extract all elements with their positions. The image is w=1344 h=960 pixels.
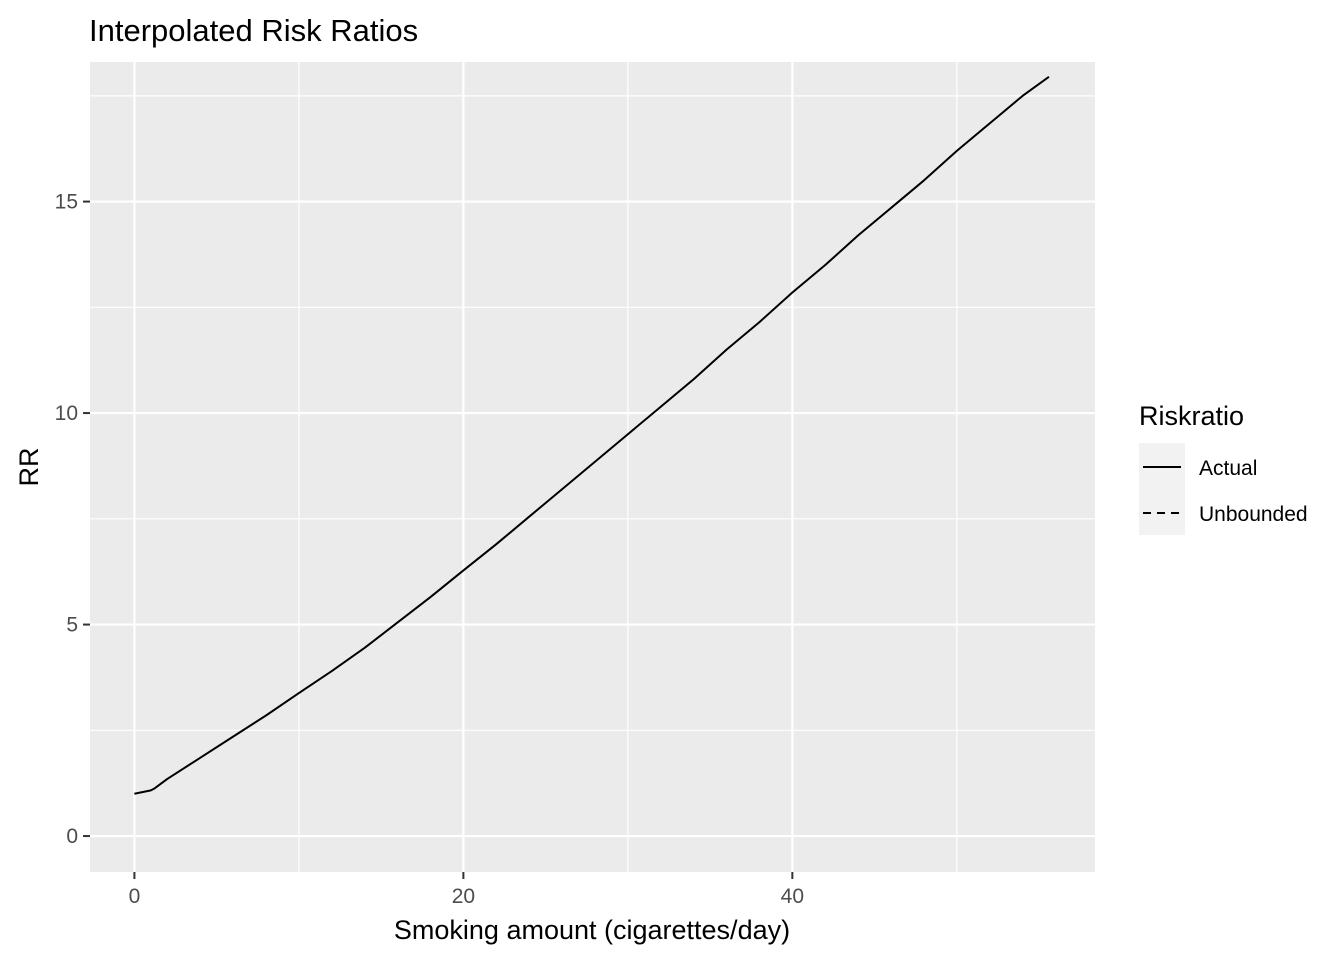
- x-tick-label: 0: [129, 885, 141, 908]
- chart-title: Interpolated Risk Ratios: [89, 13, 418, 48]
- legend-label-unbounded: Unbounded: [1199, 503, 1308, 526]
- x-axis: 0 20 40: [129, 872, 804, 908]
- x-axis-title: Smoking amount (cigarettes/day): [394, 915, 790, 945]
- legend-label-actual: Actual: [1199, 457, 1257, 480]
- y-axis: 0 5 10 15: [55, 191, 90, 848]
- y-tick-label: 10: [55, 402, 78, 425]
- major-gridlines: [90, 62, 1095, 872]
- legend: Riskratio Actual Unbounded: [1139, 401, 1308, 535]
- legend-entries: Actual Unbounded: [1143, 457, 1308, 526]
- y-tick-label: 5: [66, 614, 78, 637]
- minor-gridlines: [90, 62, 1095, 872]
- series-layer: [134, 75, 1050, 795]
- y-tick-label: 0: [66, 825, 78, 848]
- x-tick-label: 20: [452, 885, 475, 908]
- y-tick-label: 15: [55, 191, 78, 214]
- legend-key-background: [1139, 443, 1185, 535]
- plot-panel: [90, 62, 1095, 872]
- legend-title: Riskratio: [1139, 401, 1244, 431]
- x-tick-label: 40: [781, 885, 804, 908]
- y-axis-title: RR: [14, 448, 44, 487]
- series-line-actual: [134, 75, 1050, 795]
